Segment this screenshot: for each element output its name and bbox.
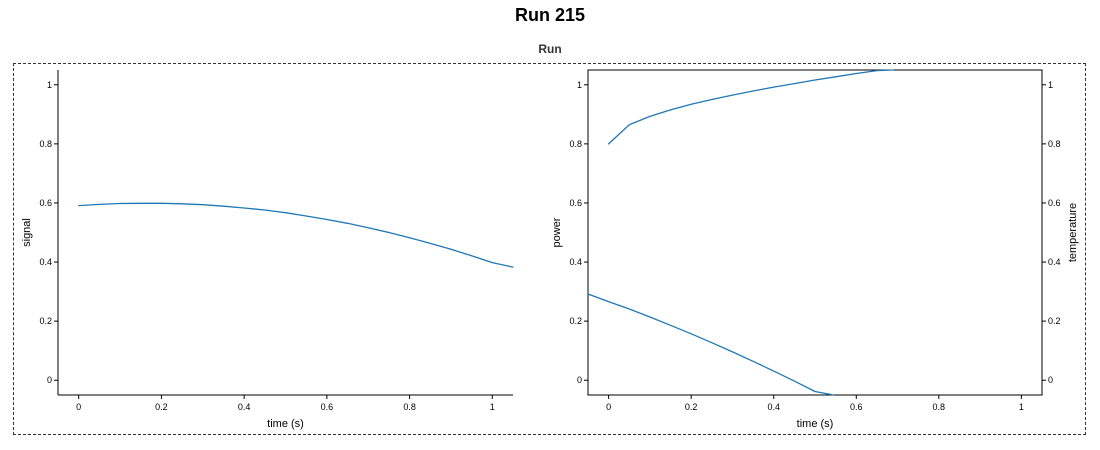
- y-axis-title: signal: [21, 218, 33, 247]
- y-tick-label: 0.6: [39, 198, 52, 208]
- x-axis-title: time (s): [267, 418, 304, 430]
- y-tick-label: 0.6: [569, 198, 582, 208]
- y-right-tick-label: 0.6: [1048, 198, 1061, 208]
- plot-frame-2: [587, 69, 1043, 396]
- series-line-1-1: [78, 202, 514, 268]
- y-axis-title: power: [551, 217, 563, 247]
- x-tick-label: 0: [76, 402, 81, 412]
- series-line-2-2: [587, 293, 835, 396]
- y-tick-label: 1: [47, 80, 52, 90]
- y-right-tick-label: 1: [1048, 80, 1053, 90]
- x-tick-label: 1: [1019, 402, 1024, 412]
- x-tick-label: 0.2: [685, 402, 698, 412]
- page-title: Run 215: [514, 5, 586, 25]
- x-axis-title: time (s): [797, 418, 834, 430]
- y-tick-label: 0.4: [39, 257, 52, 267]
- x-tick-label: 0.8: [933, 402, 946, 412]
- y-tick-label: 0.4: [569, 257, 582, 267]
- x-tick-label: 0.4: [767, 402, 780, 412]
- y-tick-label: 0: [577, 375, 582, 385]
- y-tick-label: 1: [577, 80, 582, 90]
- y-tick-label: 0.8: [569, 139, 582, 149]
- group-title: Run: [538, 42, 562, 56]
- y-tick-label: 0.8: [39, 139, 52, 149]
- x-tick-label: 0.6: [850, 402, 863, 412]
- series-line-2-1: [607, 69, 895, 145]
- x-tick-label: 0.4: [238, 402, 251, 412]
- group-frame: [13, 63, 1086, 435]
- x-tick-label: 0: [606, 402, 611, 412]
- x-tick-label: 0.2: [155, 402, 168, 412]
- y-right-tick-label: 0.2: [1048, 316, 1061, 326]
- y-right-tick-label: 0: [1048, 375, 1053, 385]
- x-tick-label: 1: [490, 402, 495, 412]
- y-tick-label: 0: [47, 375, 52, 385]
- y-tick-label: 0.2: [569, 316, 582, 326]
- y-right-tick-label: 0.4: [1048, 257, 1061, 267]
- x-tick-label: 0.8: [403, 402, 416, 412]
- y-right-tick-label: 0.8: [1048, 139, 1061, 149]
- y-tick-label: 0.2: [39, 316, 52, 326]
- x-tick-label: 0.6: [321, 402, 334, 412]
- y-right-axis-title: temperature: [1067, 203, 1079, 262]
